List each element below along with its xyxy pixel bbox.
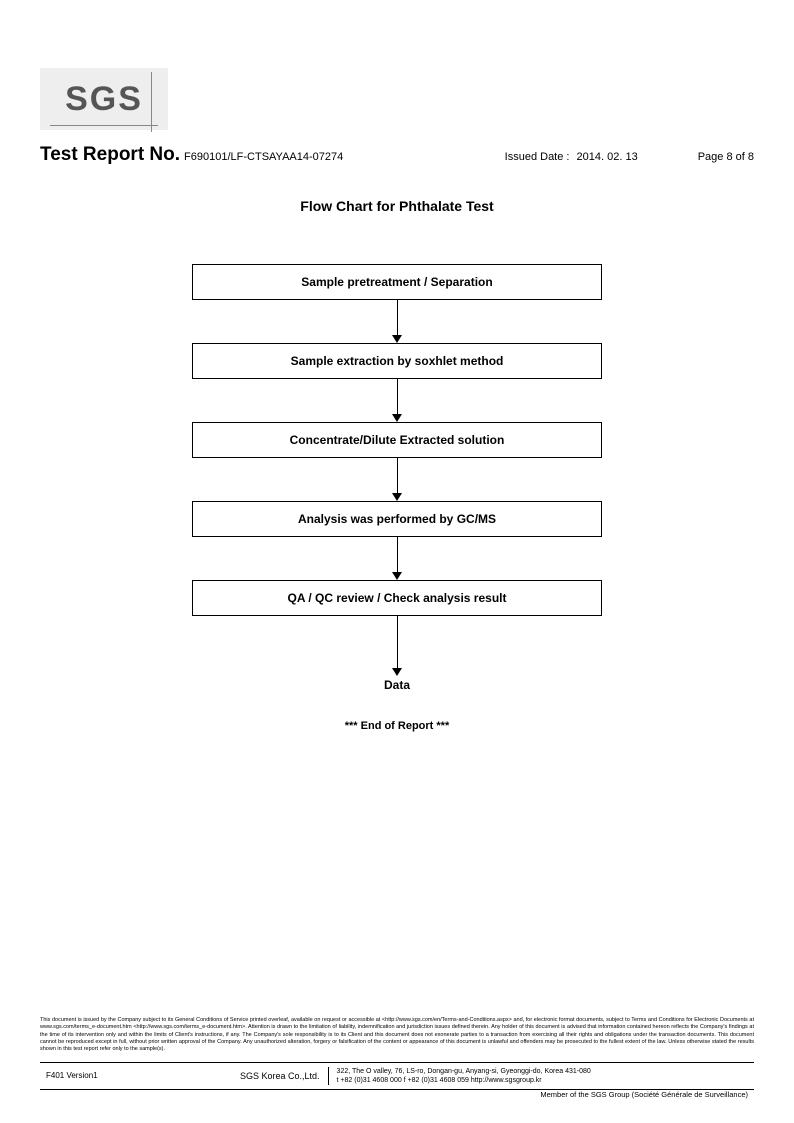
logo-text: SGS — [65, 80, 143, 119]
page-title: Flow Chart for Phthalate Test — [40, 198, 754, 214]
flow-arrow — [392, 537, 402, 580]
issued-label: Issued Date : — [505, 151, 570, 163]
flow-final-label: Data — [384, 678, 410, 692]
flow-arrow — [392, 616, 402, 676]
flow-box: Sample pretreatment / Separation — [192, 264, 602, 300]
disclaimer-text: This document is issued by the Company s… — [40, 1017, 754, 1054]
report-number: F690101/LF-CTSAYAA14-07274 — [184, 151, 343, 163]
flow-box: Concentrate/Dilute Extracted solution — [192, 422, 602, 458]
issued-date: 2014. 02. 13 — [577, 151, 638, 163]
flow-box: Analysis was performed by GC/MS — [192, 501, 602, 537]
report-header: Test Report No. F690101/LF-CTSAYAA14-072… — [40, 144, 754, 166]
flow-box: Sample extraction by soxhlet method — [192, 343, 602, 379]
footer: This document is issued by the Company s… — [40, 1017, 754, 1099]
footer-version: F401 Version1 — [40, 1071, 240, 1080]
end-of-report: *** End of Report *** — [40, 720, 754, 732]
flowchart: Sample pretreatment / Separation Sample e… — [40, 264, 754, 692]
flow-arrow — [392, 458, 402, 501]
issued-block: Issued Date : 2014. 02. 13 — [505, 151, 638, 163]
footer-row: F401 Version1 SGS Korea Co.,Ltd. 322, Th… — [40, 1063, 754, 1089]
flow-arrow — [392, 379, 402, 422]
page-count: Page 8 of 8 — [698, 151, 754, 163]
address-line-2: t +82 (0)31 4608 000 f +82 (0)31 4608 05… — [337, 1076, 591, 1085]
footer-address: 322, The O valley, 76, LS-ro, Dongan-gu,… — [328, 1067, 591, 1085]
footer-member: Member of the SGS Group (Société Général… — [40, 1090, 754, 1099]
logo: SGS — [40, 68, 168, 130]
report-title-label: Test Report No. — [40, 144, 180, 166]
footer-company: SGS Korea Co.,Ltd. — [240, 1071, 328, 1081]
flow-box: QA / QC review / Check analysis result — [192, 580, 602, 616]
flow-arrow — [392, 300, 402, 343]
address-line-1: 322, The O valley, 76, LS-ro, Dongan-gu,… — [337, 1067, 591, 1076]
